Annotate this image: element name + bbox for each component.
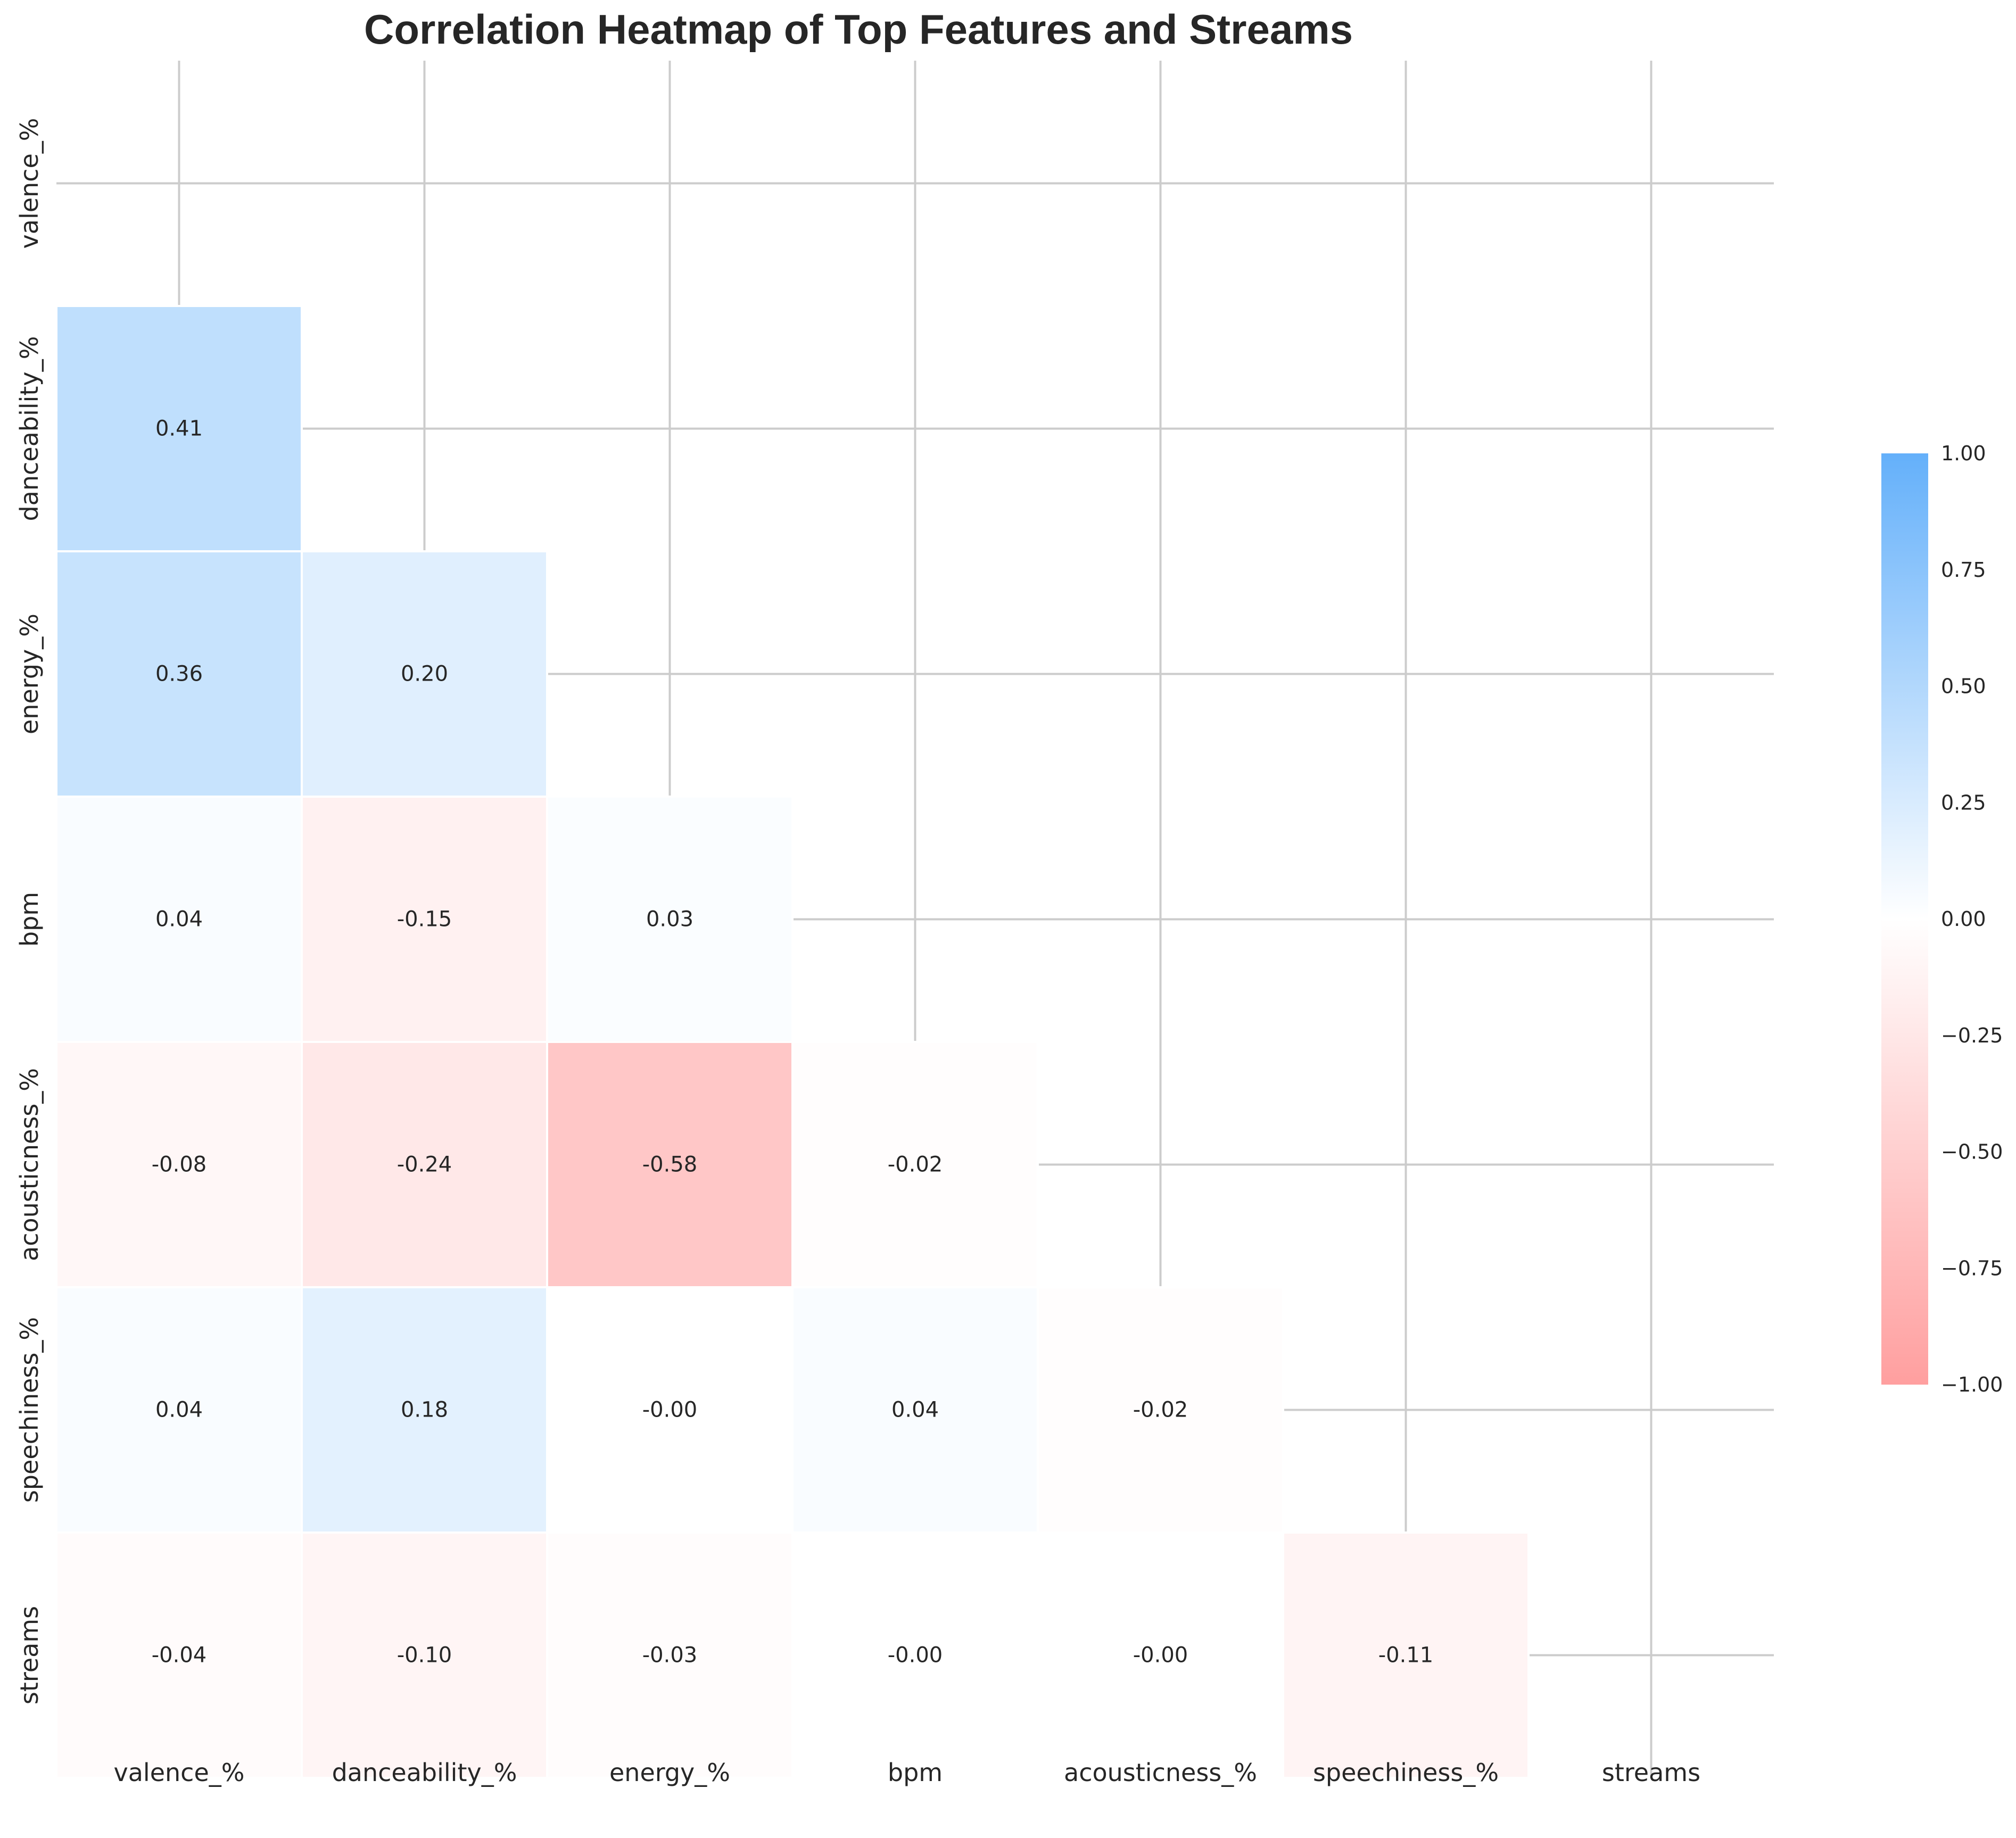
y-tick-label: danceability_%	[15, 336, 44, 521]
colorbar-tick-label: −1.00	[1941, 1373, 2003, 1396]
cell-value-label: -0.00	[1133, 1643, 1188, 1668]
heatmap-cell	[55, 305, 303, 552]
cell-value-label: -0.08	[152, 1153, 207, 1177]
cell-value-label: 0.41	[155, 417, 203, 441]
heatmap-cell	[301, 550, 548, 798]
colorbar-tick-label: 1.00	[1941, 442, 1986, 465]
heatmap-cell	[55, 1286, 303, 1534]
cell-value-label: -0.11	[1378, 1643, 1434, 1668]
y-tick-label: acousticness_%	[15, 1068, 44, 1261]
x-tick-label: acousticness_%	[1064, 1758, 1257, 1787]
cell-value-label: -0.15	[397, 907, 452, 932]
heatmap-cell	[546, 1041, 794, 1288]
y-tick-label: streams	[15, 1606, 44, 1704]
y-tick-label: valence_%	[15, 118, 44, 249]
cell-value-label: -0.24	[397, 1153, 452, 1177]
colorbar-bar	[1881, 453, 1928, 1385]
cell-labels: 0.41 0.36 0.20 0.04 -0.15 0.03 -0.08 -0.24 -0.58…	[152, 417, 1434, 1668]
colorbar-tick-label: −0.75	[1941, 1256, 2003, 1280]
heatmap-cell	[791, 1041, 1039, 1288]
colorbar-tick-label: 0.50	[1941, 675, 1986, 698]
cell-value-label: 0.20	[401, 662, 448, 686]
colorbar-tick-label: 0.25	[1941, 791, 1986, 814]
cell-value-label: 0.03	[646, 907, 693, 932]
heatmap-cell	[1037, 1531, 1284, 1779]
colorbar-tick-label: −0.50	[1941, 1140, 2003, 1164]
heatmap-cell	[55, 1041, 303, 1288]
cell-value-label: -0.10	[397, 1643, 452, 1668]
heatmap-cell	[1282, 1531, 1530, 1779]
colorbar: 1.00 0.75 0.50 0.25 0.00 −0.25 −0.50 −0.75 −1.00	[1881, 442, 2003, 1396]
heatmap-cell	[55, 1531, 303, 1779]
heatmap-cell	[546, 1531, 794, 1779]
x-tick-label: valence_%	[114, 1758, 245, 1787]
cell-value-label: -0.58	[642, 1153, 698, 1177]
colorbar-tick-label: 0.75	[1941, 558, 1986, 582]
x-tick-label: speechiness_%	[1313, 1758, 1499, 1787]
heatmap-cell	[301, 1531, 548, 1779]
x-tick-label: danceability_%	[332, 1758, 517, 1787]
y-tick-label: energy_%	[15, 614, 44, 734]
heatmap-cell	[546, 796, 794, 1043]
x-tick-label: bpm	[888, 1758, 943, 1787]
heatmap-cell	[301, 1041, 548, 1288]
cell-value-label: -0.04	[152, 1643, 207, 1668]
y-tick-label: bpm	[15, 892, 44, 947]
cell-value-label: -0.02	[888, 1153, 943, 1177]
y-tick-label: speechiness_%	[15, 1317, 44, 1503]
cell-value-label: -0.03	[642, 1643, 698, 1668]
chart-title: Correlation Heatmap of Top Features and …	[364, 6, 1353, 53]
heatmap-cell	[301, 1286, 548, 1534]
heatmap-cell	[791, 1531, 1039, 1779]
colorbar-tick-label: −0.25	[1941, 1024, 2003, 1047]
x-tick-label: energy_%	[609, 1758, 730, 1787]
cell-value-label: 0.04	[155, 907, 203, 932]
colorbar-tick-label: 0.00	[1941, 907, 1986, 931]
heatmap-cells	[55, 305, 1530, 1779]
cell-value-label: -0.02	[1133, 1398, 1188, 1422]
cell-value-label: 0.04	[155, 1398, 203, 1422]
heatmap-cell	[1037, 1286, 1284, 1534]
cell-value-label: 0.04	[891, 1398, 939, 1422]
x-tick-label: streams	[1602, 1758, 1700, 1787]
cell-value-label: -0.00	[642, 1398, 698, 1422]
cell-value-label: -0.00	[888, 1643, 943, 1668]
axis-tick-labels: valence_% valence_% danceability_% danceabi…	[15, 118, 1700, 1787]
cell-value-label: 0.18	[401, 1398, 448, 1422]
heatmap-cell	[301, 796, 548, 1043]
cell-value-label: 0.36	[155, 662, 203, 686]
